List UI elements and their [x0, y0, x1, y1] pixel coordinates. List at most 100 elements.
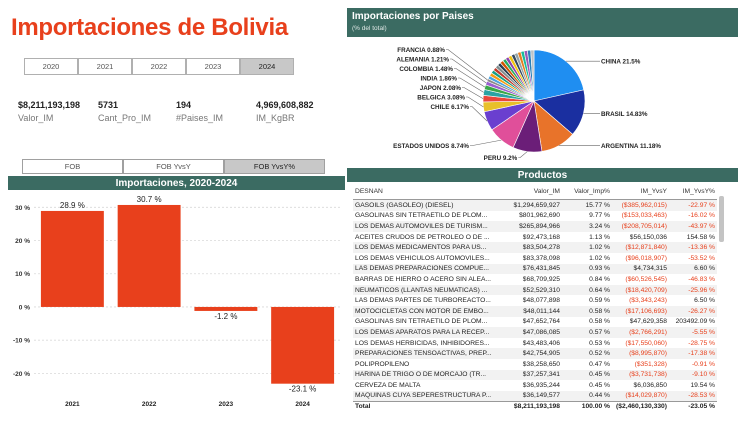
cell: LAS DEMAS PARTES DE TURBOREACTO...	[355, 297, 491, 305]
fob-button[interactable]: FOB YvsY%	[224, 159, 325, 174]
table-row[interactable]: POLIPROPILENO $38,258,650 0.47 % ($351,328)…	[353, 359, 717, 370]
bar-2022[interactable]	[117, 204, 181, 307]
cell: 0.52 %	[589, 350, 610, 358]
pie-label: BRASIL 14.83%	[601, 111, 648, 118]
table-row[interactable]: GASOILS (GASOLEO) (DIESEL) $1,294,659,927…	[353, 200, 717, 211]
table-header: Productos	[347, 168, 738, 182]
cell: $48,011,144	[523, 307, 560, 315]
cell: ($17,106,693)	[625, 307, 667, 315]
cell: ($208,705,014)	[621, 222, 667, 230]
pie-slice-other[interactable]	[530, 49, 535, 102]
kpi-im-kgbr: 4,969,608,882 IM_KgBR	[256, 100, 314, 123]
products-table: DESNAN Valor_IM Valor_Imp% IM_YvsY IM_Yv…	[353, 183, 717, 419]
table-row[interactable]: GASOLINAS SIN TETRAETILO DE PLOM... $801,…	[353, 211, 717, 222]
year-slicer: 2020 2021 2022 2023 2024	[24, 58, 294, 75]
cell: ($385,962,015)	[621, 201, 667, 209]
year-button-2020[interactable]: 2020	[24, 58, 78, 75]
table-row[interactable]: CERVEZA DE MALTA $36,935,244 0.45 % $6,036,…	[353, 380, 717, 391]
cell: 154.58 %	[686, 233, 715, 241]
cell: 0.45 %	[589, 381, 610, 389]
table-row[interactable]: LAS DEMAS PREPARACIONES COMPUE... $76,431…	[353, 263, 717, 275]
cell: LOS DEMAS HERBICIDAS, INHIBIDORES...	[355, 339, 490, 347]
cell: -13.36 %	[688, 244, 715, 252]
table-row[interactable]: GASOLINAS SIN TETRAETILO DE PLOM... $47,6…	[353, 317, 717, 328]
cell: $8,211,193,198	[513, 403, 560, 411]
table-row[interactable]: ACEITES CRUDOS DE PETROLEO O DE ... $92,4…	[353, 232, 717, 243]
cell: ($17,550,060)	[625, 339, 667, 347]
bar-2021[interactable]	[40, 210, 104, 307]
bar-value-label: 28.9 %	[60, 201, 85, 210]
fob-button[interactable]: FOB	[22, 159, 123, 174]
cell: ($12,871,840)	[625, 244, 667, 252]
year-button-2024[interactable]: 2024	[240, 58, 294, 75]
cell: $47,086,085	[522, 328, 560, 336]
col-header[interactable]: IM_YvsY	[640, 187, 667, 195]
table-row[interactable]: LOS DEMAS AUTOMOVILES DE TURISM... $265,8…	[353, 221, 717, 232]
y-tick-label: 20 %	[15, 238, 30, 245]
table-scrollbar[interactable]	[719, 196, 724, 242]
cell: -17.38 %	[688, 350, 715, 358]
cell: -0.91 %	[691, 360, 715, 368]
table-row[interactable]: LOS DEMAS MEDICAMENTOS PARA US... $83,504…	[353, 242, 717, 253]
cell: Total	[355, 403, 371, 411]
table-row[interactable]: BARRAS DE HIERRO O ACERO SIN ALEA... $68,…	[353, 274, 717, 285]
cell: ($3,731,738)	[629, 371, 667, 379]
fob-button[interactable]: FOB YvsY	[123, 159, 224, 174]
cell: ($8,995,870)	[629, 350, 667, 358]
year-button-2021[interactable]: 2021	[78, 58, 132, 75]
cell: ($2,766,291)	[629, 328, 667, 336]
y-tick-label: -10 %	[13, 338, 30, 345]
cell: 0.84 %	[589, 275, 610, 283]
pie-header: Importaciones por Paises (% del total)	[347, 8, 738, 37]
table-row[interactable]: LOS DEMAS APARATOS PARA LA RECEP... $47,0…	[353, 327, 717, 338]
kpi-label: #Paises_IM	[176, 113, 224, 123]
y-tick-label: -20 %	[13, 371, 30, 378]
year-button-2023[interactable]: 2023	[186, 58, 240, 75]
pie-leader-line	[518, 151, 528, 158]
cell: 0.57 %	[589, 328, 610, 336]
y-tick-label: 0 %	[19, 304, 30, 311]
col-header[interactable]: DESNAN	[355, 187, 383, 195]
bar-2024[interactable]	[271, 306, 335, 384]
pie-subtitle: (% del total)	[352, 25, 387, 32]
cell: -16.02 %	[688, 212, 715, 220]
pie-label: CHILE 6.17%	[431, 104, 470, 111]
table-row[interactable]: PREPARACIONES TENSOACTIVAS, PREP... $42,7…	[353, 348, 717, 359]
cell: -26.27 %	[688, 307, 715, 315]
table-row[interactable]: NEUMATICOS (LLANTAS NEUMATICAS) ... $52,5…	[353, 284, 717, 296]
cell: PREPARACIONES TENSOACTIVAS, PREP...	[355, 350, 492, 358]
table-row[interactable]: LOS DEMAS HERBICIDAS, INHIBIDORES... $43,…	[353, 338, 717, 349]
cell: LOS DEMAS APARATOS PARA LA RECEP...	[355, 328, 490, 336]
cell: $47,652,764	[522, 318, 560, 326]
cell: LOS DEMAS MEDICAMENTOS PARA US...	[355, 244, 487, 252]
cell: $4,734,315	[633, 265, 667, 273]
cell: $265,894,966	[519, 222, 560, 230]
cell: 1.02 %	[589, 254, 610, 262]
table-head: DESNAN Valor_IM Valor_Imp% IM_YvsY IM_Yv…	[353, 183, 717, 200]
cell: ($96,018,907)	[625, 254, 667, 262]
bar-2023[interactable]	[194, 306, 258, 311]
cell: GASOILS (GASOLEO) (DIESEL)	[355, 201, 454, 209]
col-header[interactable]: Valor_Imp%	[574, 187, 610, 195]
year-button-2022[interactable]: 2022	[132, 58, 186, 75]
table-row[interactable]: LAS DEMAS PARTES DE TURBOREACTO... $48,07…	[353, 295, 717, 306]
table-row[interactable]: MAQUINAS CUYA SEPERESTRUCTURA P... $36,14…	[353, 390, 717, 402]
kpi-value: 5731	[98, 100, 119, 110]
cell: $48,077,898	[522, 297, 560, 305]
table-row[interactable]: LOS DEMAS VEHICULOS AUTOMOVILES... $83,37…	[353, 253, 717, 264]
kpi-valor-im: $8,211,193,198 Valor_IM	[18, 100, 80, 123]
pie-label: ARGENTINA 11.18%	[601, 143, 661, 150]
cell: -5.55 %	[691, 328, 715, 336]
kpi-value: 194	[176, 100, 192, 110]
table-row[interactable]: HARINA DE TRIGO O DE MORCAJO (TR... $37,2…	[353, 369, 717, 381]
cell: 3.24 %	[589, 222, 610, 230]
pie-leader-line	[470, 139, 502, 146]
cell: -28.75 %	[688, 339, 715, 347]
table-row[interactable]: MOTOCICLETAS CON MOTOR DE EMBO... $48,011…	[353, 305, 717, 317]
col-header[interactable]: IM_YvsY%	[682, 187, 715, 195]
cell: 6.60 %	[694, 265, 715, 273]
cell: 1.02 %	[589, 244, 610, 252]
cell: 9.77 %	[589, 212, 610, 220]
col-header[interactable]: Valor_IM	[533, 187, 560, 195]
cell: 0.45 %	[589, 371, 610, 379]
